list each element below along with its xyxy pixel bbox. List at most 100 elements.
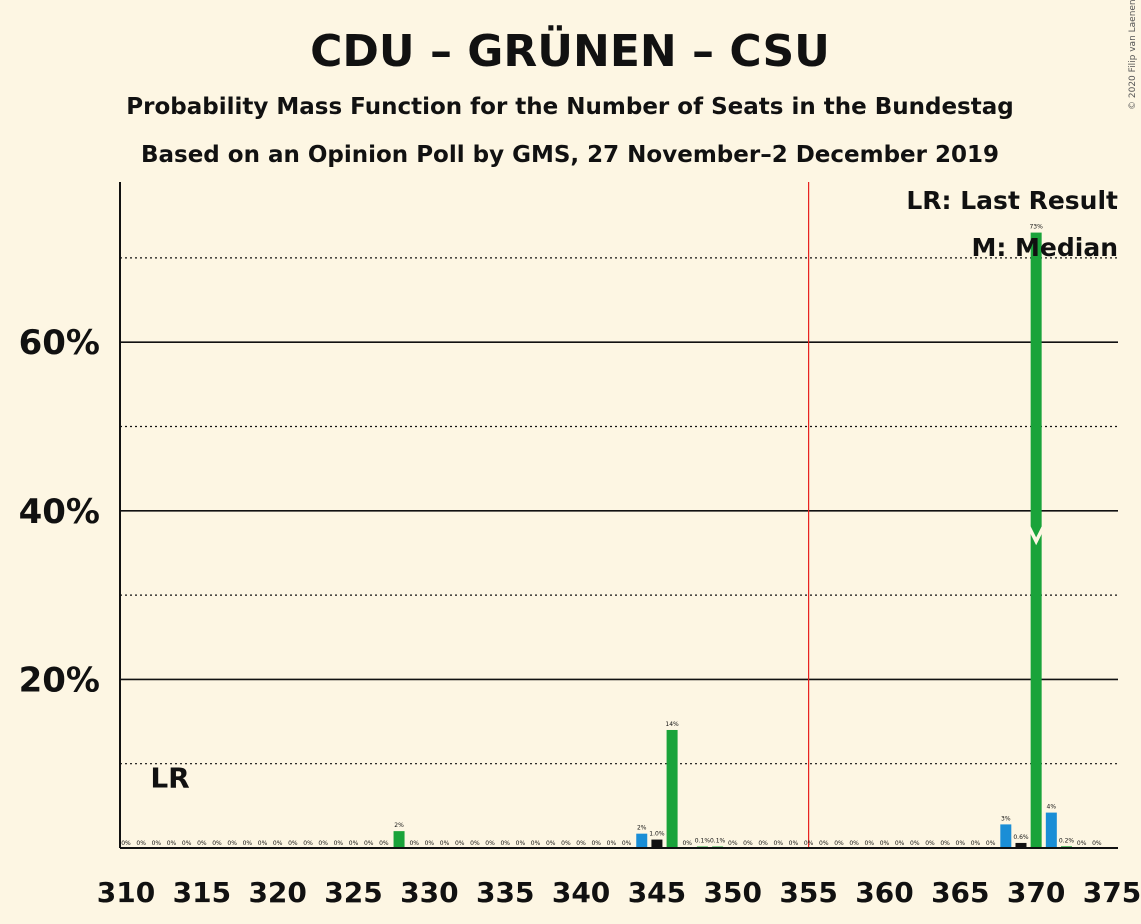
bar-value-label: 0% [303,840,313,847]
x-tick-label: 375 [1083,876,1141,909]
bar-value-label: 0% [212,840,222,847]
gridlines [120,257,1118,765]
bar-value-label: 0% [849,840,859,847]
bar-value-label: 0% [576,840,586,847]
x-tick-label: 315 [173,876,231,909]
bar-value-label: 0% [546,840,556,847]
x-tick-label: 330 [400,876,458,909]
bar-value-label: 0% [607,840,617,847]
bar-value-label: 0% [758,840,768,847]
x-tick-label: 360 [855,876,913,909]
bar-value-label: 0% [1077,840,1087,847]
bar-value-label: 0% [789,840,799,847]
bar-value-label: 0% [622,840,632,847]
bar-value-label: 0% [167,840,177,847]
bar-value-label: 0% [956,840,966,847]
bar-value-label: 0.1% [695,838,711,845]
data-labels: 0% 0% 0% 0% 0% 0% 0% 0% 0% 0% 0% 0% 0% 0% 0% 0% 0% 0% 2% 0%… [121,224,1102,847]
bar-value-label: 0% [197,840,207,847]
x-tick-labels: 310 315 320 325 330 335 340 345 350 355 360 365 370 3… [97,876,1141,909]
bar-value-label: 0% [136,840,146,847]
y-tick-label: 20% [19,660,100,700]
bar-value-label: 0% [986,840,996,847]
chart-subtitle-poll: Based on an Opinion Poll by GMS, 27 Nove… [141,142,999,168]
copyright-note: © 2020 Filip van Laenen [1128,0,1138,110]
bar-value-label: 2% [637,825,647,832]
bar-value-label: 0% [455,840,465,847]
bar-value-label: 0% [561,840,571,847]
bar [1045,812,1057,848]
x-tick-label: 355 [779,876,837,909]
bar-value-label: 0% [182,840,192,847]
x-tick-label: 350 [704,876,762,909]
x-tick-label: 335 [476,876,534,909]
bar-value-label: 0.1% [710,838,726,845]
bar-value-label: 0% [409,840,419,847]
chart-title: CDU – GRÜNEN – CSU [310,24,830,77]
bar-value-label: 0% [121,840,131,847]
bar-value-label: 14% [665,721,679,728]
bar-value-label: 0% [364,840,374,847]
legend-median: M: Median [971,233,1118,262]
median-marker [1027,526,1045,546]
bar-value-label: 73% [1029,224,1043,231]
bar-value-label: 0% [940,840,950,847]
y-tick-label: 60% [19,323,100,363]
bar-value-label: 0% [1092,840,1102,847]
x-tick-label: 345 [628,876,686,909]
x-tick-label: 320 [248,876,306,909]
bar-value-label: 0% [728,840,738,847]
y-tick-label: 40% [19,492,100,532]
last-result-marker: LR [150,762,189,795]
bar-value-label: 4% [1047,804,1057,811]
bar [636,833,648,848]
bar-value-label: 0% [880,840,890,847]
chart-subtitle: Probability Mass Function for the Number… [126,94,1013,120]
bar-series [393,232,1072,848]
bar-value-label: 0% [440,840,450,847]
bar-value-label: 0% [910,840,920,847]
bar-value-label: 0% [349,840,359,847]
bar-value-label: 0% [743,840,753,847]
bar-value-label: 0.2% [1059,837,1075,844]
bar-value-label: 0% [682,840,692,847]
x-tick-label: 310 [97,876,155,909]
bar-value-label: 0% [516,840,526,847]
y-tick-labels: 20% 40% 60% [19,323,100,700]
bar [651,839,663,848]
bar-value-label: 0% [425,840,435,847]
bar-value-label: 0% [531,840,541,847]
bar-value-label: 0% [318,840,328,847]
bar-value-label: 0% [470,840,480,847]
legend-last-result: LR: Last Result [906,186,1118,215]
bar-value-label: 3% [1001,815,1011,822]
bar-value-label: 0% [152,840,162,847]
axes [119,182,1118,849]
bar-value-label: 0.6% [1013,834,1029,841]
bar-value-label: 2% [394,822,404,829]
bar-value-label: 0% [834,840,844,847]
bar-value-label: 0% [334,840,344,847]
x-tick-label: 340 [552,876,610,909]
bar-value-label: 0% [288,840,298,847]
bar-value-label: 0% [379,840,389,847]
bar-value-label: 1.0% [649,831,665,838]
bar-value-label: 0% [485,840,495,847]
bar-value-label: 0% [243,840,253,847]
bar-value-label: 0% [865,840,875,847]
bar [666,729,678,848]
bar-value-label: 0% [591,840,601,847]
bar [1000,824,1012,848]
bar-value-label: 0% [774,840,784,847]
bar [1015,842,1027,848]
bar-value-label: 0% [925,840,935,847]
bar-value-label: 0% [227,840,237,847]
bar [393,831,405,848]
bar-value-label: 0% [500,840,510,847]
bar-value-label: 0% [819,840,829,847]
bar-value-label: 0% [895,840,905,847]
x-tick-label: 325 [324,876,382,909]
bar-value-label: 0% [258,840,268,847]
bar-value-label: 0% [804,840,814,847]
